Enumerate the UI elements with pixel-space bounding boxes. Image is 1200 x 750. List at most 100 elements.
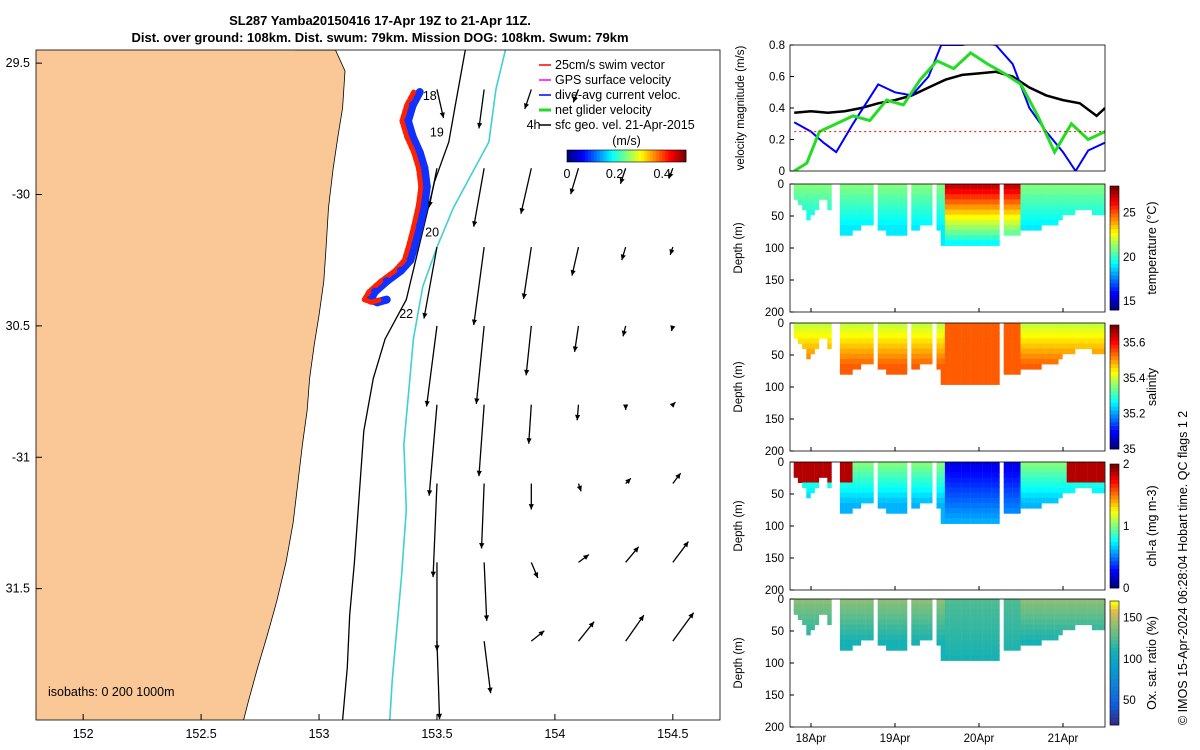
- section-cell: [974, 358, 979, 365]
- section-cell: [1041, 204, 1046, 211]
- section-cell: [1037, 604, 1042, 610]
- section-cell: [911, 204, 916, 211]
- section-cell: [797, 199, 803, 206]
- section-cell: [856, 599, 862, 605]
- velocity-ytick-label: 0.4: [769, 103, 786, 115]
- section-cell: [965, 482, 971, 489]
- section-cell: [886, 353, 891, 360]
- section-cell: [911, 328, 916, 334]
- section-cell: [944, 374, 950, 380]
- section-cell: [869, 189, 874, 195]
- section-cell: [961, 508, 967, 514]
- section-cell: [818, 604, 824, 610]
- section-cell: [1100, 204, 1105, 211]
- section-cell: [1054, 189, 1059, 195]
- section-cell: [1075, 472, 1080, 478]
- section-cell: [856, 467, 862, 473]
- section-cell: [953, 508, 958, 514]
- section-cell: [1091, 472, 1097, 478]
- section-cell: [991, 462, 996, 468]
- section-cell: [995, 199, 1000, 206]
- section-cell: [1049, 614, 1055, 621]
- current-vector: [483, 641, 492, 694]
- section-cell: [890, 645, 895, 651]
- track-surface-segment: [399, 118, 410, 140]
- section-cell: [1028, 604, 1034, 610]
- section-cell: [974, 487, 979, 494]
- section-cell: [986, 634, 992, 641]
- section-cell: [806, 477, 811, 484]
- section-cell: [1062, 467, 1067, 473]
- current-vector-head: [570, 269, 576, 276]
- section-cell: [949, 497, 954, 504]
- section-cell: [940, 323, 946, 329]
- section-cell: [915, 204, 920, 211]
- current-vector: [423, 246, 438, 319]
- section-cell: [965, 189, 971, 195]
- section-cell: [944, 338, 950, 345]
- velocity-series-net: [793, 50, 1105, 171]
- section-cell: [986, 358, 992, 365]
- section-cell: [844, 604, 849, 610]
- section-cell: [860, 487, 866, 494]
- section-cell: [886, 184, 891, 190]
- section-cell: [978, 513, 983, 519]
- section-cell: [991, 358, 996, 365]
- section-cell: [1037, 609, 1042, 615]
- section-cell: [957, 503, 962, 509]
- section-cell: [1045, 199, 1051, 206]
- section-cell: [1033, 189, 1038, 195]
- section-colorbar-cell: [1110, 464, 1119, 469]
- section-cell: [936, 343, 941, 350]
- section-cell: [848, 624, 853, 631]
- section-cell: [982, 219, 988, 226]
- section-cell: [991, 513, 996, 519]
- section-cell: [957, 599, 962, 605]
- section-colorbar-cell: [1110, 244, 1119, 249]
- section-cell: [1028, 609, 1034, 615]
- section-cell: [1016, 629, 1021, 636]
- section-ytick-label: 200: [765, 722, 784, 734]
- section-cell: [1100, 189, 1105, 195]
- section-cell: [894, 624, 899, 631]
- section-cell: [982, 374, 988, 380]
- section-cell: [991, 199, 996, 206]
- section-cell: [839, 462, 845, 468]
- section-cell: [911, 640, 916, 646]
- section-cell: [1003, 199, 1009, 206]
- section-cell: [1037, 364, 1042, 370]
- section-cell: [844, 333, 849, 339]
- section-cell: [944, 184, 950, 190]
- section-cell: [953, 650, 958, 656]
- section-cell: [827, 477, 832, 484]
- section-cell: [802, 333, 807, 339]
- section-cell: [928, 333, 933, 339]
- section-cell: [995, 189, 1000, 195]
- section-cell: [1028, 225, 1034, 231]
- section-cell: [890, 482, 895, 489]
- section-cell: [877, 338, 883, 345]
- section-cell: [982, 482, 988, 489]
- section-cell: [865, 219, 870, 226]
- section-cell: [860, 209, 866, 216]
- section-cell: [974, 240, 979, 246]
- section-cell: [1066, 477, 1072, 484]
- section-cell: [894, 225, 899, 231]
- section-cell: [949, 338, 954, 345]
- section-cell: [961, 503, 967, 509]
- section-ylabel: Depth (m): [733, 637, 745, 688]
- section-cell: [995, 353, 1000, 360]
- track-surface-segment: [368, 297, 384, 305]
- section-cell: [1066, 323, 1072, 329]
- section-cell: [965, 209, 971, 216]
- section-cell: [1024, 629, 1030, 636]
- section-cell: [894, 333, 899, 339]
- section-cell: [1037, 328, 1042, 334]
- section-colorbar-cell: [1110, 193, 1119, 199]
- section-cell: [986, 199, 992, 206]
- section-cell: [865, 194, 870, 200]
- section-colorbar-cell: [1110, 387, 1119, 392]
- section-cell: [894, 614, 899, 621]
- section-cell: [1003, 358, 1009, 365]
- section-cell: [1012, 609, 1017, 615]
